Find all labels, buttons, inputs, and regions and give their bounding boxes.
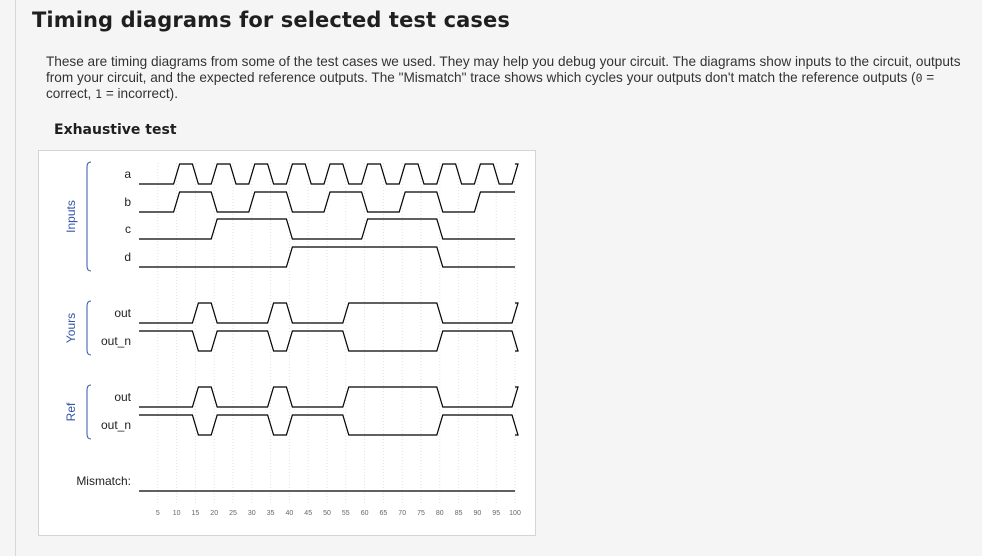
signal-label-ref-out-n: out_n [101,418,131,432]
incorrect-code: 1 [95,87,103,102]
waveform-inputs-d [139,246,515,268]
group-bracket-ref [86,384,92,440]
time-tick-label: 10 [173,510,181,517]
time-tick-label: 15 [192,510,200,517]
waveform-ref-out-n [139,414,519,436]
time-tick-label: 30 [248,510,256,517]
group-label-ref: Ref [64,402,78,421]
timing-diagram: abcdoutout_noutout_nMismatch:InputsYours… [64,161,521,517]
content-left-border [15,0,16,556]
time-tick-label: 5 [156,510,160,517]
waveform-ref-out [139,386,519,408]
waveform-yours-out [139,302,519,324]
mismatch-label: Mismatch: [76,474,131,488]
page-title: Timing diagrams for selected test cases [32,8,510,32]
signal-label-yours-out: out [114,306,131,320]
time-tick-label: 65 [380,510,388,517]
waveform-inputs-a [139,163,519,185]
signal-label-inputs-b: b [124,195,131,209]
waveform-inputs-c [139,218,515,240]
signal-label-inputs-c: c [125,222,131,236]
time-tick-label: 100 [509,510,521,517]
waveform-yours-out-n [139,330,519,352]
description-text-2: = correct, [46,69,935,102]
time-tick-label: 85 [455,510,463,517]
time-tick-label: 60 [361,510,369,517]
time-tick-label: 55 [342,510,350,517]
correct-code: 0 [915,70,923,85]
signal-label-yours-out-n: out_n [101,334,131,348]
time-tick-label: 35 [267,510,275,517]
group-label-yours: Yours [64,313,78,343]
time-tick-label: 75 [417,510,425,517]
group-bracket-inputs [86,161,92,272]
time-tick-label: 25 [229,510,237,517]
time-tick-label: 80 [436,510,444,517]
time-tick-label: 50 [323,510,331,517]
timing-diagram-panel: a b c d out out_n out out_n Mismatch: Inputs Yours… [38,150,536,536]
description-text-3: = incorrect). [102,86,178,102]
time-tick-label: 70 [398,510,406,517]
group-bracket-yours [86,300,92,356]
signal-label-ref-out: out [114,390,131,404]
time-tick-label: 95 [492,510,500,517]
description-paragraph: These are timing diagrams from some of t… [46,54,976,103]
time-tick-label: 45 [304,510,312,517]
description-text: These are timing diagrams from some of t… [46,54,961,85]
time-tick-label: 90 [474,510,482,517]
waveform-inputs-b [139,191,515,213]
signal-label-inputs-d: d [124,250,131,264]
group-label-inputs: Inputs [64,200,78,233]
time-tick-label: 40 [286,510,294,517]
section-title: Exhaustive test [54,122,177,138]
signal-label-inputs-a: a [124,167,131,181]
time-tick-label: 20 [210,510,218,517]
